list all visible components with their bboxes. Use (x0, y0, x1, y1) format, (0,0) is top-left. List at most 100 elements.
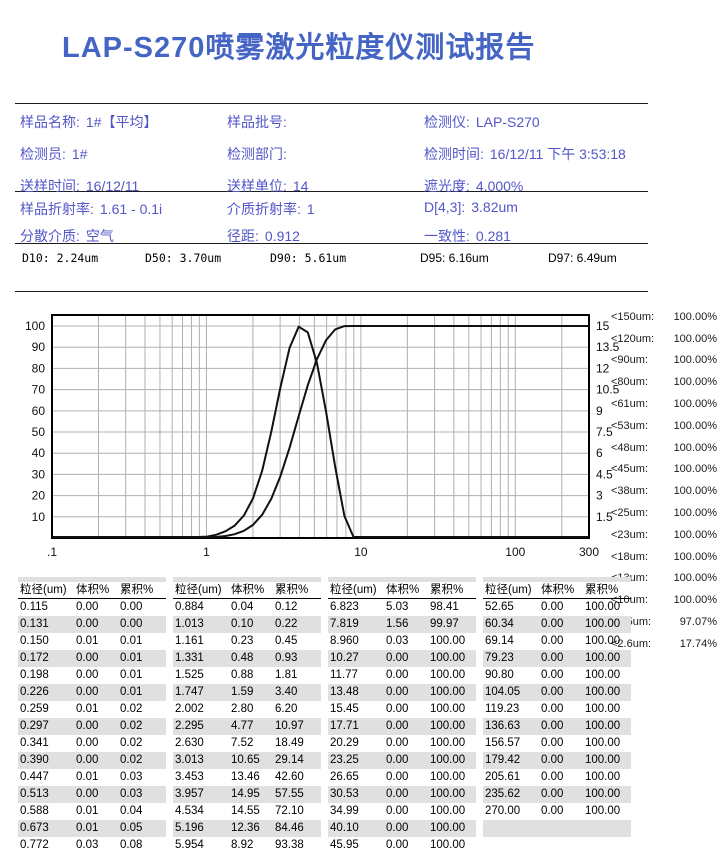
table-cell: 0.02 (120, 703, 143, 715)
percent-list-size: <10um: (611, 594, 648, 607)
particle-size-chart: .1 1 10 100 300 100 90 80 70 60 50 40 30 20 10 15 13.5 12… (0, 305, 718, 580)
percent-list-size: <120um: (611, 332, 655, 345)
table-header-cell: 累积% (585, 584, 619, 596)
table-cell: 45.95 (330, 839, 359, 851)
table-header-cell: 累积% (275, 584, 309, 596)
d90-value: D90: 5.61um (270, 251, 347, 265)
table-cell: 0.884 (175, 601, 204, 613)
table-row: 104.05 0.00 100.00 (483, 684, 631, 701)
table-row (483, 820, 631, 837)
table-cell: 0.198 (20, 669, 49, 681)
table-row: 17.71 0.00 100.00 (328, 718, 476, 735)
percent-list-item: <18um: 100.00% (611, 546, 717, 568)
table-cell: 1.81 (275, 669, 298, 681)
table-cell: 0.02 (120, 754, 143, 766)
table-row: 0.172 0.00 0.01 (18, 650, 166, 667)
table-row: 23.25 0.00 100.00 (328, 752, 476, 769)
table-row: 5.196 12.36 84.46 (173, 820, 321, 837)
table-cell: 90.80 (485, 669, 514, 681)
table-row: 0.673 0.01 0.05 (18, 820, 166, 837)
right-axis-tick-label: 13.5 (596, 340, 620, 354)
table-cell: 0.01 (76, 805, 99, 817)
table-cell: 4.534 (175, 805, 204, 817)
table-row: 26.65 0.00 100.00 (328, 769, 476, 786)
table-cell: 13.46 (231, 771, 260, 783)
info-field-value: 1#【平均】 (85, 114, 158, 130)
table-cell: 100.00 (585, 652, 621, 664)
right-axis-tick-label: 12 (596, 361, 610, 375)
table-cell: 235.62 (485, 788, 521, 800)
table-row: 79.23 0.00 100.00 (483, 650, 631, 667)
page-title: LAP-S270喷雾激光粒度仪测试报告 (62, 32, 536, 64)
table-cell: 100.00 (585, 669, 621, 681)
table-cell: 0.22 (275, 618, 298, 630)
table-cell: 18.49 (275, 737, 304, 749)
table-row: 0.513 0.00 0.03 (18, 786, 166, 803)
table-header-row: 粒径(um) 体积% 累积% (173, 582, 321, 599)
table-cell (483, 837, 539, 854)
table-cell: 100.00 (585, 720, 621, 732)
info-field-label: 样品折射率: (20, 201, 94, 217)
table-cell: 3.453 (175, 771, 204, 783)
table-cell: 0.00 (386, 686, 409, 698)
data-table: 粒径(um) 体积% 累积% 52.65 0.00 100.00 60.34 0.00 100.… (483, 577, 631, 854)
table-row: 60.34 0.00 100.00 (483, 616, 631, 633)
info-field-label: 样品批号: (227, 114, 287, 130)
table-row: 0.390 0.00 0.02 (18, 752, 166, 769)
table-row: 270.00 0.00 100.00 (483, 803, 631, 820)
table-cell: 0.00 (386, 788, 409, 800)
table-cell: 100.00 (585, 737, 621, 749)
table-row: 179.42 0.00 100.00 (483, 752, 631, 769)
table-row: 0.884 0.04 0.12 (173, 599, 321, 616)
table-cell: 0.00 (541, 771, 564, 783)
info-field-value: 3.82um (471, 199, 518, 215)
info-field-label: 遮光度: (424, 178, 470, 194)
table-cell: 0.00 (76, 652, 99, 664)
percent-list-value: 100.00% (673, 398, 717, 411)
table-cell: 93.38 (275, 839, 304, 851)
table-cell: 0.00 (541, 601, 564, 613)
info-field: 检测仪: LAP-S270 (424, 112, 540, 132)
table-cell: 0.08 (120, 839, 143, 851)
table-cell: 0.00 (120, 601, 143, 613)
table-top-stripe (328, 577, 476, 582)
right-axis-tick-label: 7.5 (596, 425, 613, 439)
percent-list-size: <23um: (611, 528, 648, 541)
table-cell: 100.00 (585, 601, 621, 613)
table-row: 0.131 0.00 0.00 (18, 616, 166, 633)
table-header-cell: 累积% (430, 584, 464, 596)
percent-list-item: <150um: 100.00% (611, 306, 717, 328)
table-cell: 0.12 (275, 601, 298, 613)
table-cell: 0.00 (76, 788, 99, 800)
table-cell: 100.00 (430, 720, 466, 732)
table-cell: 0.10 (231, 618, 254, 630)
table-row: 4.534 14.55 72.10 (173, 803, 321, 820)
table-row: 1.525 0.88 1.81 (173, 667, 321, 684)
table-cell: 0.93 (275, 652, 298, 664)
percent-list-value: 100.00% (673, 419, 717, 432)
table-cell: 52.65 (485, 601, 514, 613)
info-field-label: D[4,3]: (424, 199, 466, 215)
table-header-cell: 粒径(um) (485, 584, 532, 596)
table-cell: 0.00 (76, 618, 99, 630)
table-cell: 100.00 (585, 788, 621, 800)
percent-list-size: <18um: (611, 550, 648, 563)
info-field: 检测员: 1# (20, 144, 87, 164)
table-cell: 0.297 (20, 720, 49, 732)
table-cell: 0.00 (386, 839, 409, 851)
table-cell: 0.01 (120, 669, 143, 681)
divider-line (15, 291, 648, 292)
table-cell: 0.01 (76, 771, 99, 783)
table-cell: 98.41 (430, 601, 459, 613)
table-row: 30.53 0.00 100.00 (328, 786, 476, 803)
info-field-value: 0.281 (475, 228, 511, 244)
table-row: 0.226 0.00 0.01 (18, 684, 166, 701)
info-field-label: 介质折射率: (227, 201, 301, 217)
info-field-value: 空气 (85, 228, 114, 244)
percent-list-value: 100.00% (673, 572, 717, 585)
percent-list-value: 97.07% (679, 616, 717, 629)
percent-list-item: <2.6um: 17.74% (611, 633, 717, 655)
info-field: 样品折射率: 1.61 - 0.1i (20, 199, 162, 219)
table-header-cell: 体积% (231, 584, 265, 596)
